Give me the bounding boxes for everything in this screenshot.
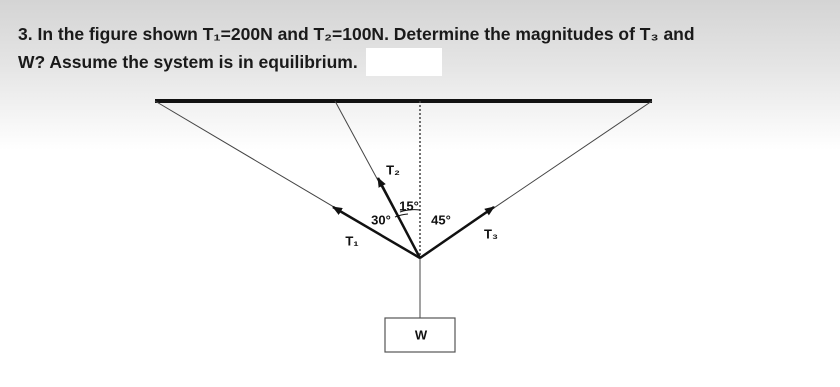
label: T₂ (386, 162, 400, 177)
weight-box (384, 317, 456, 353)
label: T₁ (345, 233, 358, 248)
question-line: W? Assume the system is in equilibrium. (18, 48, 695, 76)
t1-arrow (332, 205, 421, 260)
label: 30° (371, 212, 391, 227)
label: W (415, 327, 428, 342)
label: 15° (399, 198, 419, 213)
label: 45° (431, 212, 451, 227)
t3-arrow (419, 205, 495, 260)
question-line: 3. In the figure shown T₁=200N and T₂=10… (18, 24, 695, 44)
t2-arrow (376, 177, 422, 259)
redaction-box (365, 48, 442, 76)
angle-arc (399, 209, 421, 213)
question: 3. In the figure shown T₁=200N and T₂=10… (18, 20, 695, 76)
question-text: W? Assume the system is in equilibrium. (18, 52, 358, 72)
angle-arc (394, 213, 409, 218)
label: T₃ (484, 226, 498, 241)
